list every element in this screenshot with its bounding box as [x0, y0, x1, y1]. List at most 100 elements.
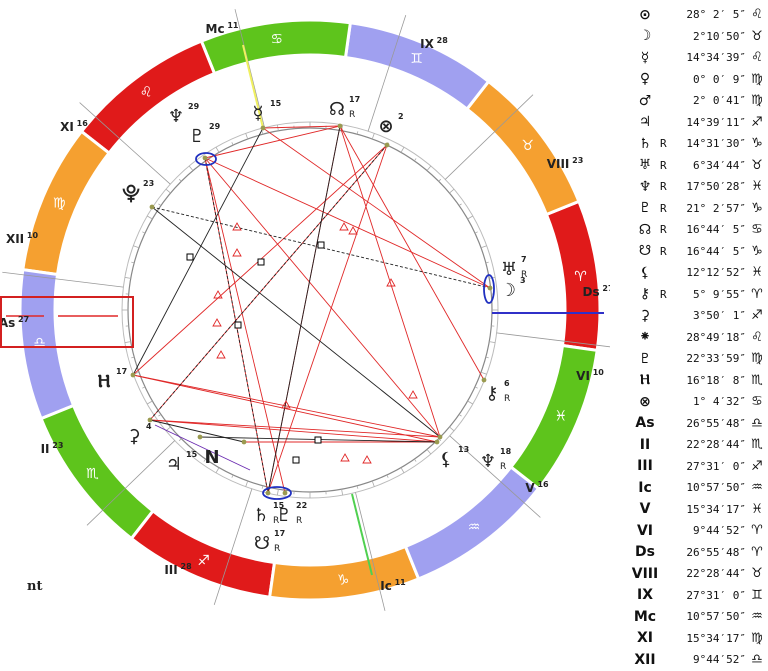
position-row: ⊗1° 4′32″♋ [630, 391, 768, 413]
position-sign: ♓ [746, 179, 768, 194]
position-symbol: Ic [630, 480, 660, 496]
house-name: XII [6, 232, 24, 246]
taurus-icon: ♉ [521, 138, 534, 154]
leo-icon: ♌ [140, 84, 153, 100]
degree-tick [401, 468, 404, 473]
degree-tick [166, 189, 171, 193]
aspect-square-marker [293, 457, 299, 463]
planet-symbol: ⊗ [378, 116, 393, 137]
position-symbol: ♃ [630, 114, 660, 130]
degree-tick [481, 372, 487, 374]
position-degree: 9°44′52″ [672, 524, 746, 537]
planet-degree: 2 [398, 112, 404, 121]
position-degree: 12°12′52″ [672, 266, 746, 279]
position-symbol: ♇ [630, 200, 660, 216]
planet-point [488, 286, 493, 291]
position-sign: ♍ [746, 631, 768, 646]
planet-point [131, 373, 136, 378]
house-degree: 23 [569, 156, 583, 165]
position-sign: ♍ [746, 93, 768, 108]
position-sign: ♌ [746, 7, 768, 22]
planet-symbol: ⚸ [439, 449, 452, 470]
position-symbol: V [630, 501, 660, 517]
house-degree: 10 [590, 368, 604, 377]
house-label: Ds 27 [582, 284, 610, 299]
position-sign: ♉ [746, 29, 768, 44]
planet-symbol: ♇ [189, 126, 205, 147]
house-name: III [164, 563, 177, 577]
position-row: ⚳3°50′ 1″♐ [630, 305, 768, 327]
position-degree: 27°31′ 0″ [672, 589, 746, 602]
retrograde-flag: R [660, 202, 672, 215]
house-name: Ds [582, 285, 599, 299]
degree-tick [232, 475, 233, 478]
degree-tick [158, 204, 160, 206]
planet-symbol: ☽ [500, 280, 516, 301]
position-sign: ♑ [746, 136, 768, 151]
position-symbol: XI [630, 630, 660, 646]
position-degree: 14°31′30″ [672, 137, 746, 150]
degree-tick [142, 232, 145, 233]
aries-icon: ♈ [574, 269, 587, 285]
degree-tick [125, 277, 131, 278]
highlight-box [0, 296, 134, 348]
planet-glyph: ⊗ [378, 116, 393, 137]
degree-tick [475, 387, 478, 388]
position-degree: 27°31′ 0″ [672, 460, 746, 473]
house-name: VI [576, 369, 590, 383]
degree-tick [342, 489, 343, 495]
degree-tick [414, 459, 416, 461]
position-degree: 16°44′ 5″ [672, 245, 746, 258]
planet-point [242, 440, 247, 445]
position-sign: ♎ [746, 652, 768, 667]
degree-tick [481, 246, 487, 248]
degree-tick [133, 246, 139, 248]
position-sign: ♒ [746, 609, 768, 624]
planet-degree: 22 [296, 501, 307, 510]
position-degree: 10°57′50″ [672, 610, 746, 623]
house-label: V 16 [525, 480, 549, 495]
planet-degree: 29 [209, 122, 221, 131]
position-sign: ♐ [746, 115, 768, 130]
position-row: ⁕28°49′18″♌ [630, 327, 768, 349]
planet-degree: 29 [188, 102, 200, 111]
planet-glyph: ☽ [500, 280, 516, 301]
house-degree: 10 [24, 231, 38, 240]
position-degree: 2°10′50″ [672, 30, 746, 43]
degree-tick [468, 401, 473, 404]
position-sign: ♋ [746, 222, 768, 237]
planet-glyph: ♇ [276, 505, 292, 526]
house-degree: 11 [392, 578, 406, 587]
position-degree: 0° 0′ 9″ [672, 73, 746, 86]
planet-degree: 18 [500, 447, 512, 456]
planet-degree: 17 [274, 529, 285, 538]
position-symbol: III [630, 458, 660, 474]
position-symbol: Mc [630, 609, 660, 625]
position-degree: 3°50′ 1″ [672, 309, 746, 322]
position-symbol: ⚷ [630, 286, 660, 302]
position-symbol: ♀ [630, 71, 660, 87]
retrograde-flag: R [296, 516, 302, 526]
position-symbol: ♄ [630, 136, 660, 152]
degree-tick [427, 449, 431, 454]
planet-degree: 17 [116, 367, 127, 376]
degree-tick [216, 147, 219, 152]
position-sign: ♑ [746, 201, 768, 216]
house-degree: 11 [225, 21, 239, 30]
position-symbol: ⊗ [630, 394, 660, 410]
degree-tick [179, 439, 181, 441]
position-sign: ♋ [746, 394, 768, 409]
scorpio-icon: ♏ [86, 466, 99, 482]
retrograde-flag: R [349, 110, 355, 120]
position-degree: 9°44′52″ [672, 653, 746, 666]
position-symbol: ⚳ [630, 308, 660, 324]
planet-glyph: ⚸ [439, 449, 452, 470]
degree-tick [246, 133, 248, 139]
position-sign: ♌ [746, 50, 768, 65]
